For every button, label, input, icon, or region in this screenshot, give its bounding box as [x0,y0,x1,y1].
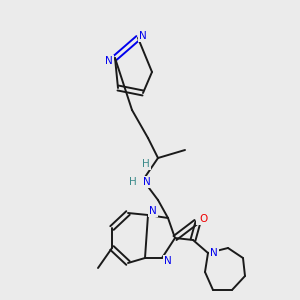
Text: N: N [164,256,172,266]
Text: N: N [210,248,218,258]
Text: N: N [139,31,147,41]
Text: N: N [105,56,113,66]
Text: O: O [197,214,205,224]
Text: N: N [149,206,157,216]
Text: N: N [143,177,151,187]
Text: H: H [129,177,137,187]
Text: H: H [142,159,150,169]
Text: O: O [199,214,207,224]
